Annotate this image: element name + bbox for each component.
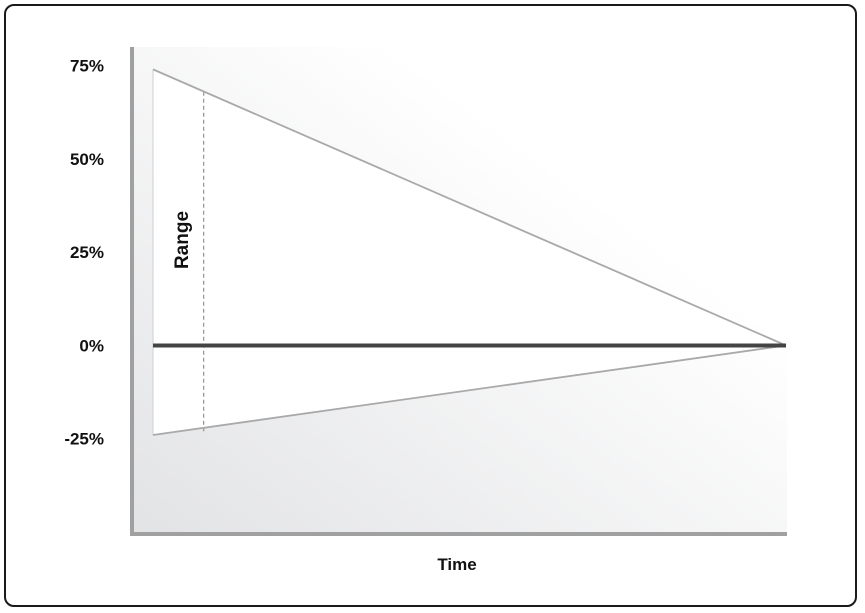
x-axis-label: Time (437, 555, 476, 574)
y-tick-label: 0% (79, 336, 104, 355)
lower-bound-line (152, 344, 787, 436)
y-tick-label: -25% (64, 430, 104, 449)
x-axis (130, 532, 787, 536)
y-axis (130, 47, 134, 536)
y-tick-label: 75% (70, 57, 104, 76)
y-tick-label: 25% (70, 243, 104, 262)
y-tick-label: 50% (70, 150, 104, 169)
range-annotation: Range (172, 211, 193, 269)
upper-bound-line (152, 68, 787, 347)
